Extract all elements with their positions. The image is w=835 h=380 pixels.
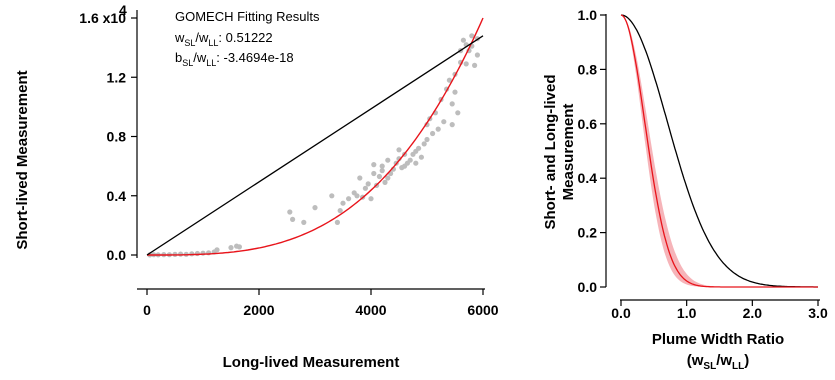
scatter-point	[435, 126, 441, 132]
scatter-point	[290, 216, 296, 222]
scatter-point	[368, 196, 374, 202]
scatter-point	[449, 101, 455, 107]
left-x-axis-label: Long-lived Measurement	[223, 354, 400, 371]
scatter-point	[382, 179, 388, 185]
scatter-point	[337, 208, 343, 214]
scatter-point	[469, 33, 475, 39]
one-to-one-line	[146, 35, 484, 256]
fit-heading: GOMECH Fitting Results	[175, 9, 320, 24]
right-y-ticks: 0.0 0.2 0.4 0.6 0.8 1.0	[578, 7, 606, 295]
scatter-point	[385, 175, 391, 181]
scatter-point	[379, 168, 385, 174]
scatter-point	[452, 89, 458, 95]
scatter-point	[287, 209, 293, 215]
scatter-point	[346, 196, 352, 202]
x-tick-label: 6000	[467, 302, 498, 318]
fit-ratio-line: wSL/wLL: 0.51222	[174, 30, 273, 48]
scatter-point	[418, 154, 424, 160]
scatter-point	[413, 160, 419, 166]
scatter-point	[472, 62, 478, 68]
scatter-point	[334, 219, 340, 225]
fit-offset-line: bSL/wLL: -3.4694e-18	[175, 50, 294, 68]
left-chart: 0.0 0.4 0.8 1.2 1.6 x10 0 2000 4000 6000 4 GOME…	[14, 2, 499, 371]
scatter-point	[362, 185, 368, 191]
right-y-axis-label-line2: Measurement	[560, 104, 577, 201]
left-x-ticks: 0 2000 4000 6000	[143, 289, 499, 318]
scatter-point	[416, 145, 422, 151]
scatter-point	[396, 147, 402, 153]
scatter-point	[474, 52, 480, 58]
scatter-point	[228, 245, 234, 251]
y-tick-label: 0.0	[578, 279, 598, 295]
x-tick-label: 0.0	[611, 305, 631, 321]
y-tick-label: 0.0	[107, 247, 127, 263]
scatter-point	[371, 162, 377, 168]
scatter-point	[421, 141, 427, 147]
scatter-point	[407, 157, 413, 163]
left-y-axis-label: Short-lived Measurement	[14, 70, 31, 249]
y-tick-label: 0.4	[578, 170, 598, 186]
y-tick-label: 0.8	[107, 129, 127, 145]
y-tick-label: 0.4	[107, 188, 127, 204]
scatter-point	[376, 173, 382, 180]
scatter-point	[194, 250, 200, 257]
right-x-ticks: 0.0 1.0 2.0 3.0	[611, 300, 828, 321]
scatter-point	[385, 157, 391, 163]
scatter-point	[329, 193, 335, 199]
fit-curve	[147, 17, 484, 256]
scatter-point	[357, 175, 363, 181]
scatter-point	[402, 163, 408, 169]
right-chart: 0.0 0.2 0.4 0.6 0.8 1.0 0.0 1.0 2.0 3.0 Plume Wi…	[542, 7, 828, 372]
scatter-points	[147, 33, 480, 258]
scatter-point	[340, 200, 346, 206]
scatter-point	[312, 205, 318, 211]
scatter-point	[236, 244, 242, 250]
x-tick-label: 2000	[243, 302, 274, 318]
y-tick-label: 0.2	[578, 225, 598, 241]
scatter-point	[441, 119, 447, 125]
scatter-point	[460, 37, 466, 43]
scatter-point	[200, 250, 206, 256]
y-tick-label: 1.2	[107, 69, 127, 85]
x-tick-label: 1.0	[677, 305, 697, 321]
scatter-point	[214, 247, 220, 253]
right-y-axis-label-line1: Short- and Long-lived	[542, 75, 559, 230]
red-curve	[620, 14, 818, 288]
scatter-point	[354, 193, 360, 199]
y-tick-label: 0.6	[578, 116, 598, 132]
left-y-ticks: 0.0 0.4 0.8 1.2 1.6 x10	[79, 10, 137, 263]
left-exponent: 4	[119, 2, 127, 18]
scatter-point	[379, 163, 385, 169]
red-uncertainty-band	[621, 15, 818, 287]
scatter-point	[449, 122, 455, 128]
y-tick-label: 0.8	[578, 61, 598, 77]
scatter-point	[189, 251, 195, 257]
scatter-point	[178, 251, 184, 257]
x-tick-label: 0	[143, 302, 151, 318]
right-x-axis-label-line2: (wSL/wLL)	[687, 352, 750, 372]
scatter-point	[365, 181, 371, 187]
scatter-point	[371, 170, 377, 177]
scatter-point	[430, 130, 436, 137]
right-x-axis-label-line1: Plume Width Ratio	[652, 331, 784, 348]
scatter-point	[424, 136, 430, 143]
x-tick-label: 3.0	[808, 305, 828, 321]
scatter-point	[463, 61, 469, 67]
y-tick-label: 1.0	[578, 7, 598, 23]
x-tick-label: 4000	[355, 302, 386, 318]
scatter-point	[455, 110, 461, 116]
y-tick-label: 1.6 x10	[79, 10, 126, 26]
scatter-point	[446, 77, 452, 83]
scatter-point	[301, 219, 307, 225]
x-tick-label: 2.0	[743, 305, 763, 321]
